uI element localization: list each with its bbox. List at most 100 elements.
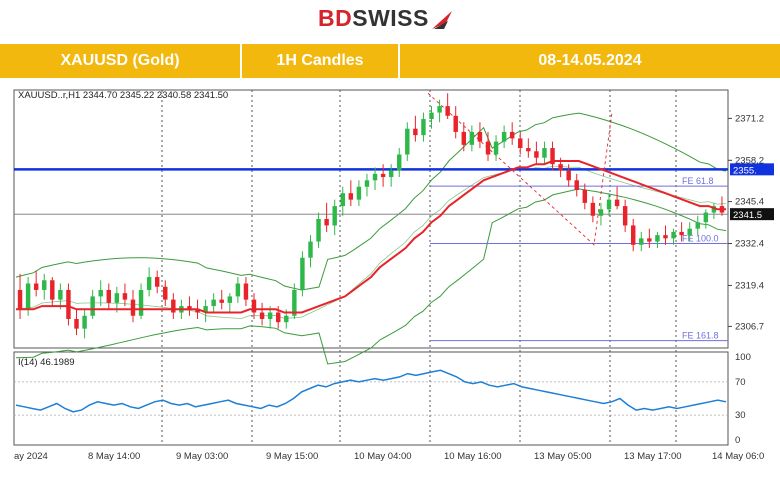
candle xyxy=(324,202,329,232)
y-tick-label: 2306.7 xyxy=(735,321,764,332)
candle-body xyxy=(98,289,103,297)
candle-body xyxy=(122,293,128,300)
candle xyxy=(582,183,588,210)
candle-body xyxy=(235,283,241,297)
candle-body xyxy=(534,151,539,158)
candle xyxy=(146,267,152,297)
candle xyxy=(300,251,305,297)
candle xyxy=(130,289,136,323)
brand-swoosh-icon xyxy=(432,11,452,29)
candle xyxy=(534,141,539,165)
candle-body xyxy=(526,148,531,152)
candle xyxy=(235,277,241,303)
candle-body xyxy=(413,128,418,136)
candle xyxy=(590,196,596,223)
candle xyxy=(122,283,128,307)
candle-body xyxy=(138,289,144,316)
candle-body xyxy=(598,209,604,216)
candle xyxy=(695,215,700,236)
x-tick-label: 10 May 04:00 xyxy=(354,451,412,462)
candle-body xyxy=(606,199,612,210)
brand-prefix: BD xyxy=(318,5,353,31)
candle xyxy=(138,283,144,319)
candle xyxy=(251,293,257,319)
candle xyxy=(227,293,233,313)
candle-body xyxy=(25,283,31,310)
candle xyxy=(687,222,692,242)
candle xyxy=(187,296,192,316)
candle-body xyxy=(501,131,507,142)
candle-body xyxy=(58,289,63,300)
candle-body xyxy=(461,131,467,145)
candle-body xyxy=(590,202,596,216)
candle-body xyxy=(445,106,450,116)
rsi-line xyxy=(15,369,727,413)
candle-body xyxy=(154,277,160,287)
symbol-label: XAUUSD (Gold) xyxy=(60,52,180,69)
candle-body xyxy=(251,299,257,313)
candle xyxy=(33,270,39,297)
x-tick-label: 9 May 03:00 xyxy=(176,451,228,462)
candle xyxy=(211,293,216,313)
candle-body xyxy=(171,299,176,313)
candle-body xyxy=(405,128,410,155)
candle-body xyxy=(348,193,354,200)
candle-body xyxy=(82,315,87,329)
candle-body xyxy=(163,286,168,300)
candle-body xyxy=(542,148,547,158)
candle xyxy=(461,122,467,152)
candle-body xyxy=(259,312,265,319)
candle xyxy=(316,212,321,249)
candle-body xyxy=(558,164,563,171)
candle xyxy=(397,148,402,178)
candle-body xyxy=(50,280,55,300)
candle-body xyxy=(300,257,305,290)
price-chart: FE 61.8 FE 100.0 FE 161.8 100 70 30 0 2371.2 2… xyxy=(13,89,774,462)
candle-body xyxy=(195,309,200,313)
candle-body xyxy=(316,219,321,242)
candle xyxy=(308,235,313,268)
candle xyxy=(501,125,507,149)
date-range-label: 08-14.05.2024 xyxy=(538,52,642,69)
fibonacci-trend-line xyxy=(427,92,613,246)
candle xyxy=(114,286,120,313)
candle-body xyxy=(485,141,491,155)
candle xyxy=(388,164,394,187)
fibonacci-level-label: FE 100.0 xyxy=(682,234,719,244)
candle xyxy=(703,209,709,229)
candle xyxy=(421,112,426,142)
candle xyxy=(203,299,208,323)
candle xyxy=(364,173,370,197)
lower-band-line xyxy=(15,188,727,365)
candle xyxy=(74,309,79,336)
candle xyxy=(518,131,523,155)
candle-body xyxy=(130,299,136,316)
candle-body xyxy=(106,289,112,303)
candle-body xyxy=(655,235,660,242)
candle-body xyxy=(380,173,386,178)
candle xyxy=(647,228,652,249)
candle xyxy=(372,167,378,190)
moving-average-line xyxy=(16,160,726,314)
candle xyxy=(711,202,717,219)
candle xyxy=(542,141,547,165)
x-tick-label: 14 May 06:0 xyxy=(712,451,764,462)
candle xyxy=(219,289,224,310)
candle-body xyxy=(469,131,475,145)
candle xyxy=(171,293,176,319)
candle xyxy=(356,180,362,207)
candle xyxy=(437,99,442,123)
candle xyxy=(485,131,491,161)
candle-body xyxy=(17,289,23,310)
candle-body xyxy=(364,180,370,187)
candle-body xyxy=(114,293,120,303)
candle-body xyxy=(146,277,152,290)
candle xyxy=(106,283,112,310)
candle-body xyxy=(33,283,39,290)
rsi-tick-label: 100 xyxy=(735,352,751,363)
candle-body xyxy=(614,199,620,207)
candle xyxy=(380,164,386,187)
candle-body xyxy=(284,315,289,323)
candle xyxy=(493,135,499,161)
candle-body xyxy=(630,225,636,245)
